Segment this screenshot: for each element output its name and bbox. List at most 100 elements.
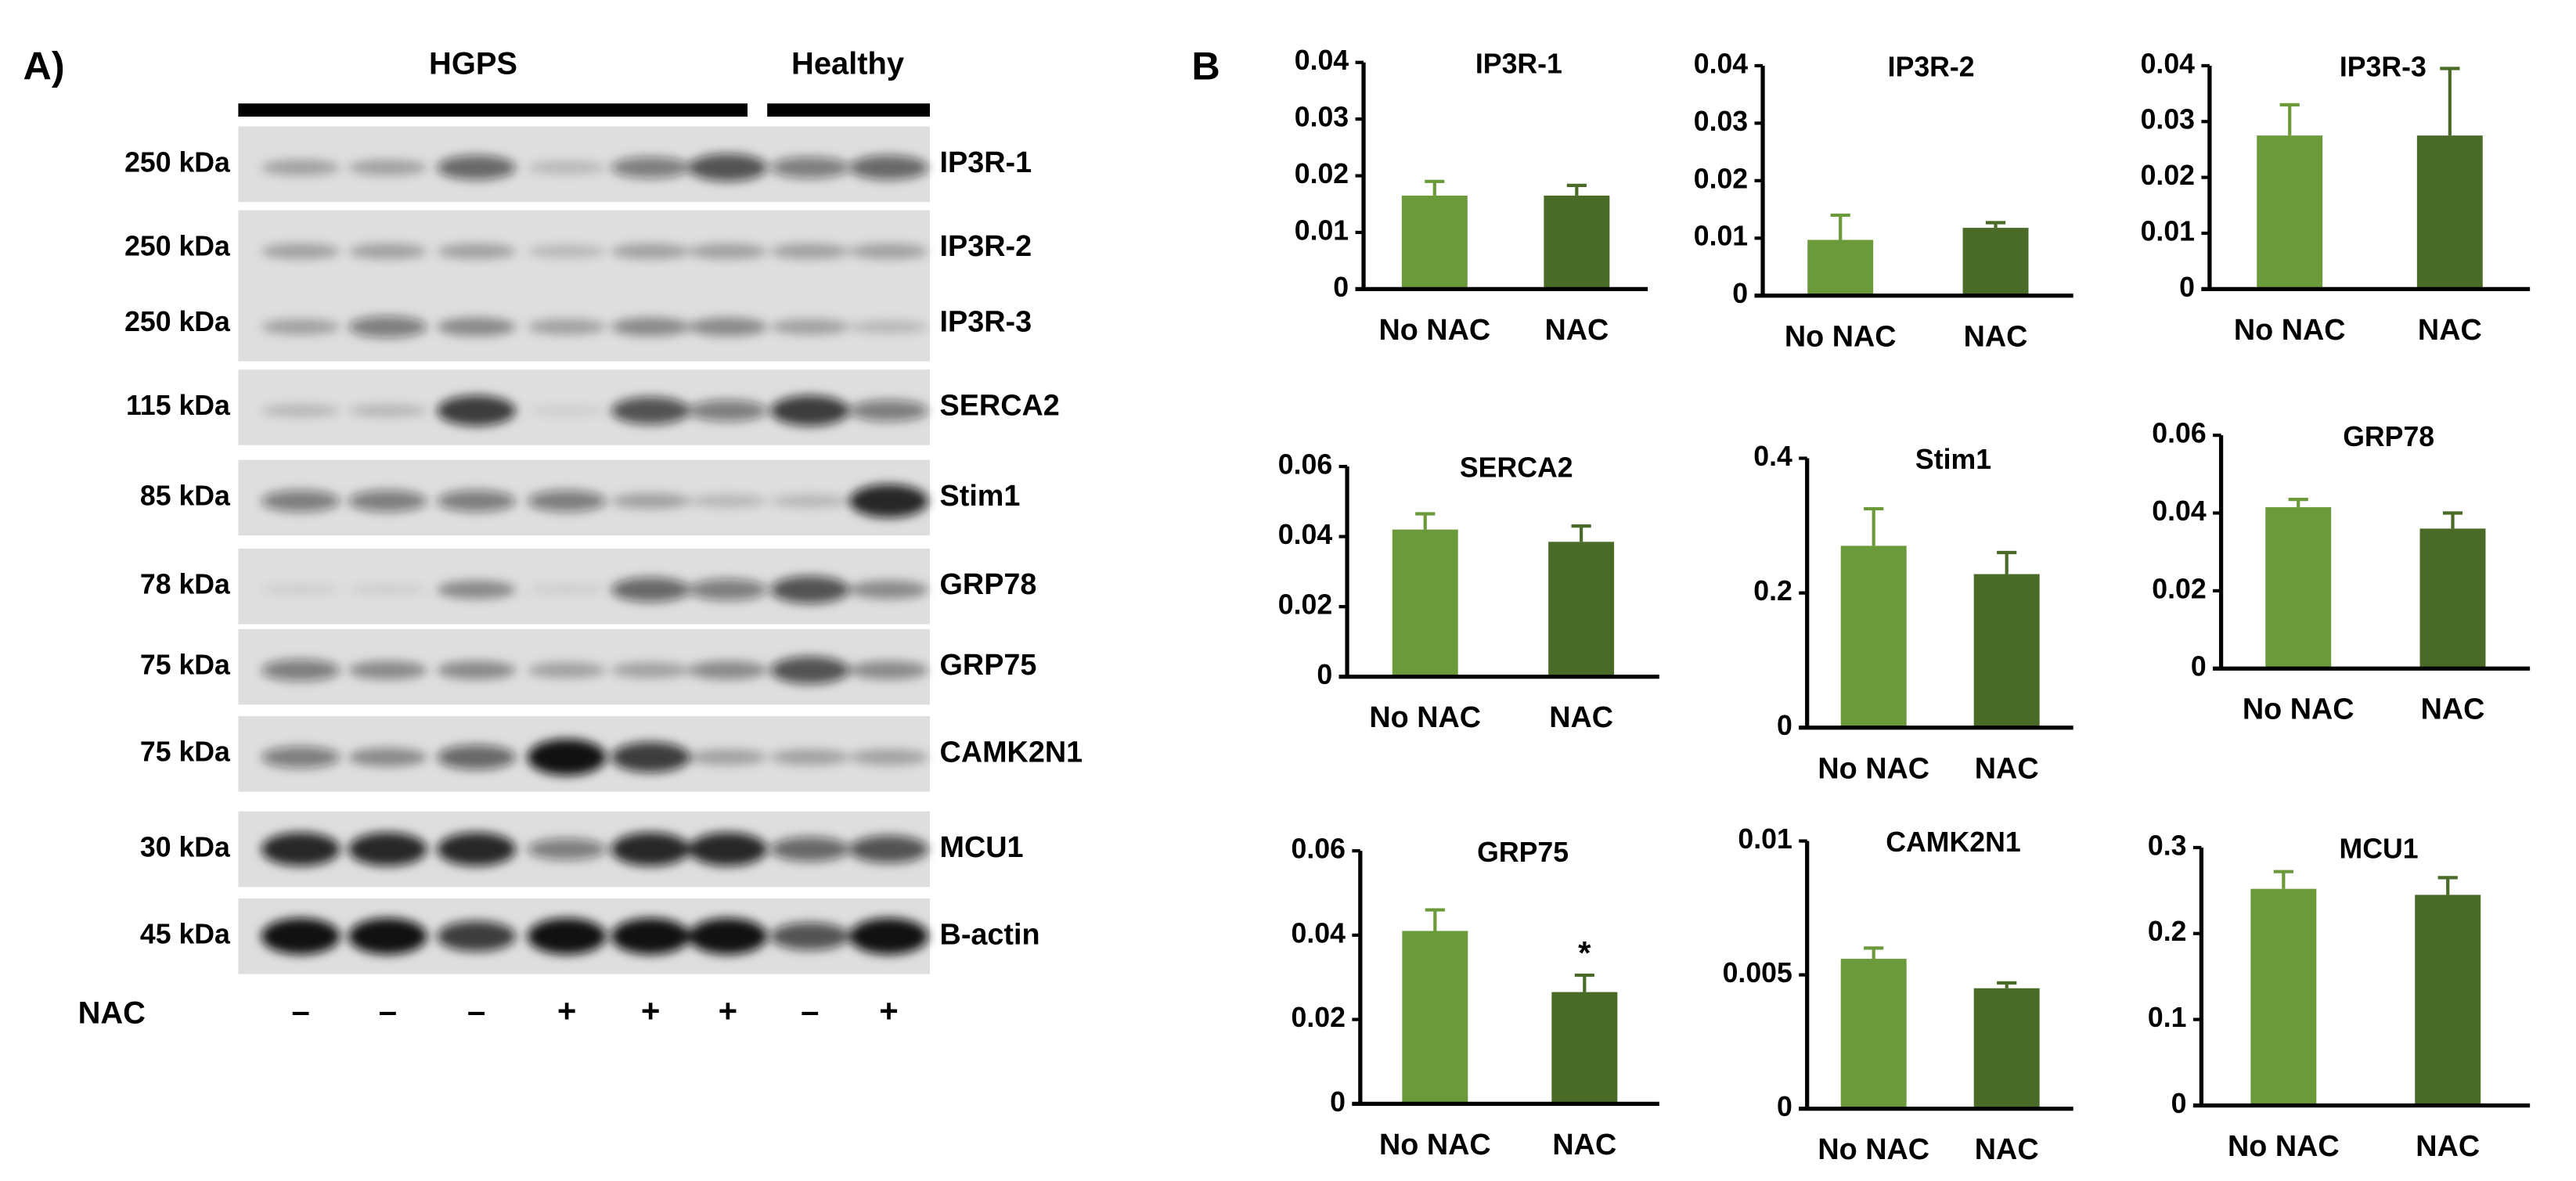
bar <box>2416 135 2483 290</box>
kda-label: 250 kDa <box>124 230 231 261</box>
error-bar <box>1425 179 1445 196</box>
error-bar <box>1415 512 1436 530</box>
treatment-sign: – <box>467 992 485 1029</box>
blot-band <box>688 494 768 508</box>
blot-band <box>261 319 340 335</box>
group-label: HGPS <box>429 46 517 81</box>
x-tick-label: No NAC <box>2243 693 2354 726</box>
blot-band <box>770 837 850 862</box>
blot-bands <box>261 315 928 338</box>
blot-band <box>348 747 427 767</box>
kda-label: 250 kDa <box>124 306 231 337</box>
blot-band <box>770 575 850 604</box>
blot-bands <box>261 484 928 518</box>
bar <box>1973 574 2040 728</box>
blot-bands <box>261 243 928 260</box>
blot-band <box>849 917 928 955</box>
x-tick-label: NAC <box>1552 1129 1616 1161</box>
bar <box>1807 239 1874 296</box>
blot-band <box>437 395 517 427</box>
error-bar <box>2442 511 2463 529</box>
bar <box>2415 895 2481 1106</box>
blot-band <box>348 490 427 512</box>
blot-band <box>261 404 340 417</box>
bar <box>1392 529 1458 677</box>
blot-band <box>527 838 607 860</box>
blot-band <box>611 742 690 773</box>
y-tick-label: 0.2 <box>2148 916 2187 947</box>
x-tick-label: No NAC <box>1818 752 1929 785</box>
treatment-sign: + <box>879 992 899 1029</box>
protein-label: IP3R-3 <box>940 305 1032 338</box>
blot-band <box>437 155 517 180</box>
chart-title: GRP75 <box>1477 837 1569 868</box>
blot-band <box>849 320 928 333</box>
kda-label: 250 kDa <box>124 146 231 178</box>
blot-band <box>688 661 768 680</box>
bar <box>1840 545 1907 728</box>
blot-band <box>348 243 427 260</box>
blot-band <box>348 661 427 680</box>
blot-band <box>611 832 690 866</box>
protein-label: SERCA2 <box>940 389 1060 422</box>
treatment-sign: + <box>719 992 738 1029</box>
blot-band <box>770 243 850 260</box>
treatment-label: NAC <box>78 996 146 1031</box>
blot-band <box>611 662 690 679</box>
protein-label: GRP78 <box>940 568 1037 601</box>
blot-band <box>688 578 768 601</box>
y-tick-label: 0.01 <box>1295 214 1349 246</box>
blot-band <box>527 319 607 335</box>
kda-label: 85 kDa <box>140 480 231 511</box>
blot-band <box>849 835 928 863</box>
blot-band <box>527 405 607 416</box>
error-bar <box>1566 183 1587 196</box>
x-tick-label: NAC <box>1964 320 2028 353</box>
chart-title: SERCA2 <box>1460 452 1573 484</box>
y-tick-label: 0.04 <box>1295 45 1349 76</box>
error-bar <box>1425 908 1445 931</box>
x-tick-label: NAC <box>1975 752 2039 785</box>
x-tick-label: No NAC <box>1785 320 1897 353</box>
blot-band <box>849 580 928 600</box>
y-tick-label: 0.005 <box>1723 957 1792 988</box>
y-tick-label: 0.03 <box>2141 104 2195 135</box>
panel-label: A) <box>23 43 64 88</box>
y-tick-label: 0.01 <box>2141 215 2195 247</box>
error-bar <box>1830 213 1850 240</box>
blot-band <box>611 577 690 603</box>
blot-band <box>849 484 928 518</box>
y-tick-label: 0 <box>1777 1091 1792 1122</box>
blot-band <box>261 490 340 512</box>
kda-label: 115 kDa <box>126 390 231 421</box>
blot-band <box>688 153 768 182</box>
y-tick-label: 0.01 <box>1694 221 1748 252</box>
error-bar <box>1997 981 2017 988</box>
y-tick-label: 0.02 <box>1292 1002 1346 1033</box>
y-tick-label: 0.2 <box>1753 575 1792 607</box>
error-bar <box>2440 67 2460 136</box>
bar <box>1402 931 1468 1104</box>
group-bar <box>238 103 748 117</box>
blot-bands <box>261 832 928 866</box>
blot-band <box>437 661 517 680</box>
blot-band <box>527 160 607 175</box>
x-tick-label: NAC <box>2421 693 2485 726</box>
bar <box>2257 135 2323 290</box>
y-tick-label: 0.01 <box>1738 823 1792 855</box>
blot-band <box>348 315 427 338</box>
blot-band <box>527 917 607 955</box>
y-tick-label: 0.04 <box>2152 495 2207 527</box>
blot-bands <box>261 575 928 604</box>
blot-band <box>849 749 928 765</box>
x-tick-label: No NAC <box>1379 1129 1491 1161</box>
error-bar <box>2279 103 2300 136</box>
y-tick-label: 0.04 <box>1278 519 1333 550</box>
y-tick-label: 0.06 <box>2152 418 2206 449</box>
y-tick-label: 0.02 <box>1295 158 1349 189</box>
treatment-sign: + <box>557 992 577 1029</box>
chart-title: IP3R-3 <box>2340 52 2426 83</box>
y-tick-label: 0.03 <box>1295 102 1349 133</box>
kda-label: 45 kDa <box>140 919 231 950</box>
y-tick-label: 0.04 <box>1292 917 1346 949</box>
